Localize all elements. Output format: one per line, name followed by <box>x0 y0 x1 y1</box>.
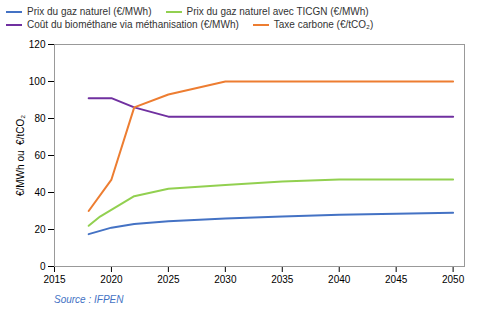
html-text:Prix du gaz naturel (€/MWh): Prix du gaz naturel (€/MWh) <box>27 6 152 17</box>
svg-text:120: 120 <box>29 39 46 50</box>
svg-text:40: 40 <box>34 187 46 198</box>
svg-text:2035: 2035 <box>271 274 294 285</box>
svg-text:€/MWh ou €/tCO₂: €/MWh ou €/tCO₂ <box>15 115 26 196</box>
svg-text:2015: 2015 <box>43 274 66 285</box>
html-text:Prix du gaz naturel avec TICGN: Prix du gaz naturel avec TICGN (€/MWh) <box>186 6 369 17</box>
svg-text:2030: 2030 <box>214 274 237 285</box>
svg-text:2040: 2040 <box>328 274 351 285</box>
html-text:Coût du biométhane via méthani: Coût du biométhane via méthanisation (€/… <box>27 19 239 30</box>
svg-text:2045: 2045 <box>385 274 408 285</box>
svg-text:100: 100 <box>29 76 46 87</box>
html-text:Source : IFPEN: Source : IFPEN <box>54 294 124 305</box>
svg-text:0: 0 <box>40 261 46 272</box>
svg-text:2025: 2025 <box>157 274 180 285</box>
svg-text:20: 20 <box>34 224 46 235</box>
svg-text:2020: 2020 <box>100 274 123 285</box>
html-text:Taxe carbone (€/tCO₂): Taxe carbone (€/tCO₂) <box>273 19 374 30</box>
svg-text:2050: 2050 <box>442 274 465 285</box>
svg-text:60: 60 <box>34 150 46 161</box>
svg-text:80: 80 <box>34 113 46 124</box>
